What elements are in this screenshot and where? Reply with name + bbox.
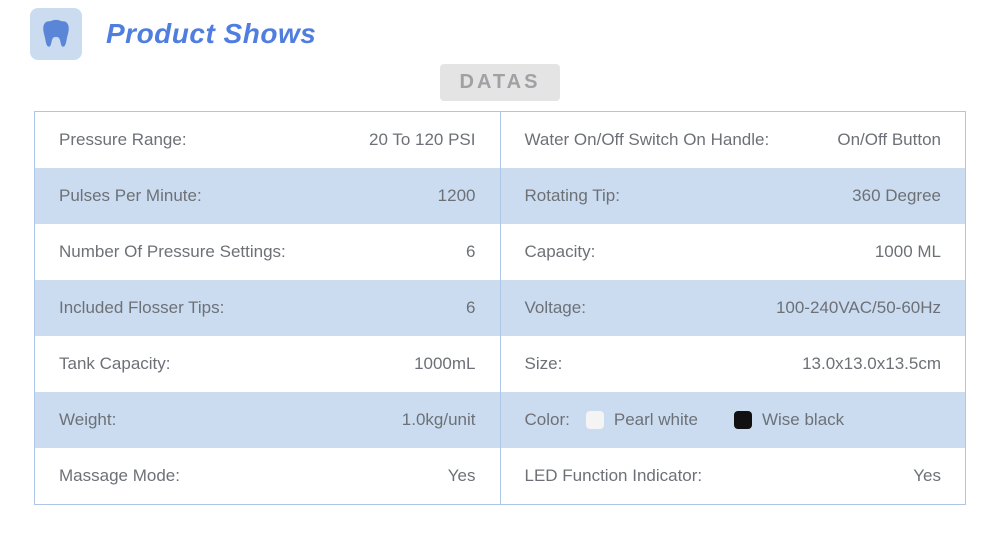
- color-swatch: [734, 411, 752, 429]
- spec-value: 20 To 120 PSI: [369, 130, 476, 150]
- spec-value: 360 Degree: [852, 186, 941, 206]
- spec-cell: Voltage: 100-240VAC/50-60Hz: [501, 280, 966, 336]
- spec-label: LED Function Indicator:: [525, 466, 703, 486]
- spec-cell: Capacity: 1000 ML: [501, 224, 966, 280]
- spec-value: 6: [466, 242, 475, 262]
- page-title: Product Shows: [106, 18, 316, 50]
- spec-value: 1200: [438, 186, 476, 206]
- spec-cell: Tank Capacity: 1000mL: [35, 336, 501, 392]
- spec-label: Included Flosser Tips:: [59, 298, 224, 318]
- spec-cell: Color: Pearl white Wise black: [501, 392, 966, 448]
- tooth-icon-container: [30, 8, 82, 60]
- spec-cell: Number Of Pressure Settings: 6: [35, 224, 501, 280]
- spec-cell: Water On/Off Switch On Handle: On/Off But…: [501, 112, 966, 168]
- color-name: Wise black: [762, 410, 844, 430]
- spec-value: 6: [466, 298, 475, 318]
- table-row: Pressure Range: 20 To 120 PSI Water On/Off…: [35, 112, 965, 168]
- spec-label: Pulses Per Minute:: [59, 186, 202, 206]
- spec-cell: Rotating Tip: 360 Degree: [501, 168, 966, 224]
- spec-label: Pressure Range:: [59, 130, 187, 150]
- spec-cell: Pressure Range: 20 To 120 PSI: [35, 112, 501, 168]
- spec-value: 13.0x13.0x13.5cm: [802, 354, 941, 374]
- spec-label: Capacity:: [525, 242, 596, 262]
- spec-value: 100-240VAC/50-60Hz: [776, 298, 941, 318]
- spec-label: Weight:: [59, 410, 116, 430]
- spec-cell: Included Flosser Tips: 6: [35, 280, 501, 336]
- spec-label: Color:: [525, 410, 570, 430]
- color-options: Pearl white Wise black: [586, 410, 870, 430]
- spec-label: Tank Capacity:: [59, 354, 171, 374]
- color-name: Pearl white: [614, 410, 698, 430]
- spec-value: Yes: [913, 466, 941, 486]
- tooth-icon: [39, 17, 73, 51]
- spec-label: Voltage:: [525, 298, 586, 318]
- table-row: Weight: 1.0kg/unit Color: Pearl white Wise b…: [35, 392, 965, 448]
- spec-cell: Size: 13.0x13.0x13.5cm: [501, 336, 966, 392]
- table-row: Tank Capacity: 1000mL Size: 13.0x13.0x13.5c…: [35, 336, 965, 392]
- spec-cell: Weight: 1.0kg/unit: [35, 392, 501, 448]
- spec-label: Number Of Pressure Settings:: [59, 242, 286, 262]
- color-swatch: [586, 411, 604, 429]
- section-badge: DATAS: [440, 64, 561, 101]
- spec-cell: Massage Mode: Yes: [35, 448, 501, 504]
- spec-label: Size:: [525, 354, 563, 374]
- spec-label: Rotating Tip:: [525, 186, 620, 206]
- spec-value: Yes: [448, 466, 476, 486]
- section-badge-wrap: DATAS: [0, 64, 1000, 101]
- spec-value: 1000mL: [414, 354, 475, 374]
- spec-cell: Pulses Per Minute: 1200: [35, 168, 501, 224]
- spec-value: 1.0kg/unit: [402, 410, 476, 430]
- spec-value: On/Off Button: [837, 130, 941, 150]
- header: Product Shows: [0, 0, 1000, 60]
- spec-cell: LED Function Indicator: Yes: [501, 448, 966, 504]
- table-row: Massage Mode: Yes LED Function Indicator: Y…: [35, 448, 965, 504]
- spec-label: Massage Mode:: [59, 466, 180, 486]
- spec-label: Water On/Off Switch On Handle:: [525, 130, 770, 150]
- spec-value: 1000 ML: [875, 242, 941, 262]
- specs-table: Pressure Range: 20 To 120 PSI Water On/Off…: [34, 111, 966, 505]
- table-row: Number Of Pressure Settings: 6 Capacity: 10…: [35, 224, 965, 280]
- table-row: Included Flosser Tips: 6 Voltage: 100-240VA…: [35, 280, 965, 336]
- table-row: Pulses Per Minute: 1200 Rotating Tip: 360 D…: [35, 168, 965, 224]
